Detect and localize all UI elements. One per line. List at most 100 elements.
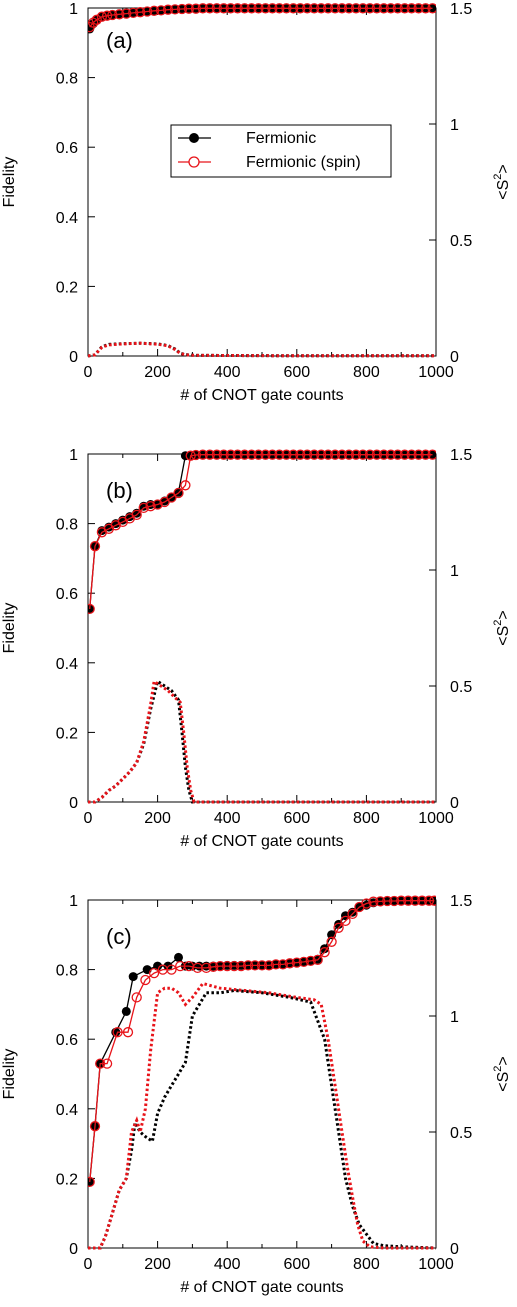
series-c-0-point bbox=[121, 1006, 131, 1016]
series-c-1-point bbox=[249, 960, 261, 971]
series-b-0-line bbox=[89, 454, 433, 609]
series-b-1-point bbox=[316, 449, 327, 460]
series-a-1-point bbox=[371, 3, 382, 14]
legend-label-fermionic-spin: Fermionic (spin) bbox=[246, 154, 361, 171]
series-b-1-point bbox=[253, 449, 264, 460]
series-a-1-point bbox=[406, 3, 417, 14]
series-b-1-point bbox=[173, 487, 184, 499]
x-tick-label: 200 bbox=[144, 1256, 171, 1273]
series-c-1-point bbox=[361, 898, 372, 909]
series-b-1-point bbox=[197, 449, 208, 460]
x-tick-label: 0 bbox=[84, 810, 93, 827]
series-c-1-point bbox=[263, 960, 275, 971]
y2-tick-label: 0.5 bbox=[450, 1125, 472, 1142]
series-a-1-point bbox=[316, 3, 327, 14]
panel-a-frame bbox=[87, 7, 437, 357]
series-a-1-point bbox=[155, 5, 167, 16]
series-c-1-point bbox=[298, 956, 309, 968]
panel-a-y2-axis-label: <S2> bbox=[492, 164, 512, 199]
series-c-1-point bbox=[122, 1027, 134, 1038]
series-b-1-point bbox=[281, 449, 292, 460]
series-a-1-point bbox=[385, 3, 396, 14]
y2-tick-label: 0.5 bbox=[450, 679, 472, 696]
panel-a: 0 200 400 600 800 100000.20.40.60.8100.511.5 … bbox=[1, 1, 512, 404]
series-a-1-point bbox=[232, 3, 243, 14]
series-b-1-point bbox=[239, 449, 250, 460]
series-a-1-point bbox=[197, 3, 208, 14]
series-a-1-point bbox=[162, 4, 174, 15]
y-tick-label: 1 bbox=[69, 893, 78, 910]
series-c-1-point bbox=[148, 967, 160, 979]
series-a-1-point bbox=[176, 3, 188, 15]
series-c-1-point bbox=[389, 895, 400, 907]
x-tick-label: 600 bbox=[283, 810, 310, 827]
series-b-1-point bbox=[329, 449, 341, 460]
series-c-1-point bbox=[131, 992, 142, 1003]
y2-tick-label: 0 bbox=[450, 795, 459, 812]
series-a-1-point bbox=[378, 3, 389, 14]
y-tick-label: 0.4 bbox=[56, 1102, 78, 1119]
series-b-1-point bbox=[260, 449, 271, 460]
series-b-1-point bbox=[427, 449, 436, 460]
y-tick-label: 0.4 bbox=[56, 656, 78, 673]
series-c-1-point bbox=[192, 962, 203, 974]
series-a-3-s2-line bbox=[88, 341, 436, 358]
series-c-1-point bbox=[256, 960, 268, 971]
series-c-1-point bbox=[270, 959, 282, 970]
series-b-1-line bbox=[89, 454, 433, 609]
legend-marker-fermionic-spin bbox=[188, 156, 200, 168]
series-a-1-point bbox=[288, 3, 299, 14]
y-tick-label: 1 bbox=[69, 447, 78, 464]
series-a-1-point bbox=[246, 3, 257, 14]
y2-tick-label: 1 bbox=[450, 1009, 459, 1026]
series-b-1-point bbox=[88, 603, 95, 615]
series-a-1-point bbox=[218, 3, 229, 14]
series-a-1-point bbox=[183, 3, 195, 14]
series-b-1-point bbox=[246, 449, 257, 460]
series-b-1-point bbox=[180, 480, 191, 491]
series-b-1-point bbox=[145, 501, 156, 512]
x-tick-label: 200 bbox=[144, 364, 171, 381]
series-a-1-point bbox=[309, 3, 320, 14]
panel-c-y2-axis-label: <S2> bbox=[492, 1056, 512, 1091]
x-tick-label: 400 bbox=[214, 1256, 241, 1273]
y-tick-label: 0.6 bbox=[56, 586, 78, 603]
panel-c-y-axis-label: Fidelity bbox=[1, 1049, 18, 1100]
panel-b: 0 200 400 600 800 100000.20.40.60.8100.511.5 … bbox=[1, 447, 512, 850]
series-c-1-point bbox=[235, 960, 247, 972]
y2-tick-label: 1.5 bbox=[450, 1, 472, 18]
series-a-1-point bbox=[101, 10, 113, 21]
series-b-3-s2-line bbox=[88, 678, 436, 804]
series-c-0-point bbox=[320, 944, 330, 954]
legend-label-fermionic: Fermionic bbox=[246, 130, 316, 147]
series-b-1-point bbox=[295, 449, 306, 460]
series-b-1-point bbox=[357, 449, 369, 460]
series-a-1-point bbox=[350, 3, 362, 14]
series-b-1-point bbox=[343, 449, 355, 460]
series-c-1-point bbox=[183, 960, 195, 972]
series-b-1-point bbox=[399, 449, 410, 460]
x-tick-label: 800 bbox=[353, 810, 380, 827]
series-b-1-point bbox=[302, 449, 313, 460]
series-a-1-point bbox=[190, 3, 202, 14]
x-tick-label: 0 bbox=[84, 1256, 93, 1273]
x-tick-label: 600 bbox=[283, 364, 310, 381]
series-a-1-point bbox=[169, 4, 181, 15]
series-b-1-point bbox=[288, 449, 299, 460]
y-tick-label: 0.8 bbox=[56, 963, 78, 980]
series-b-1-point bbox=[406, 449, 417, 460]
panel-c-frame bbox=[87, 899, 437, 1249]
y2-tick-label: 1 bbox=[450, 117, 459, 134]
series-c-1-point bbox=[208, 961, 219, 972]
series-a-1-point bbox=[427, 3, 436, 14]
series-a-1-point bbox=[91, 14, 102, 25]
series-c-1-point bbox=[157, 964, 168, 975]
series-c-1-point bbox=[242, 960, 254, 971]
series-c-1-point bbox=[319, 947, 330, 958]
panel-b-y2-axis-label: <S2> bbox=[492, 610, 512, 645]
series-c-1-point bbox=[396, 895, 407, 906]
series-a-1-point bbox=[274, 3, 285, 14]
series-a-1-point bbox=[281, 3, 292, 14]
